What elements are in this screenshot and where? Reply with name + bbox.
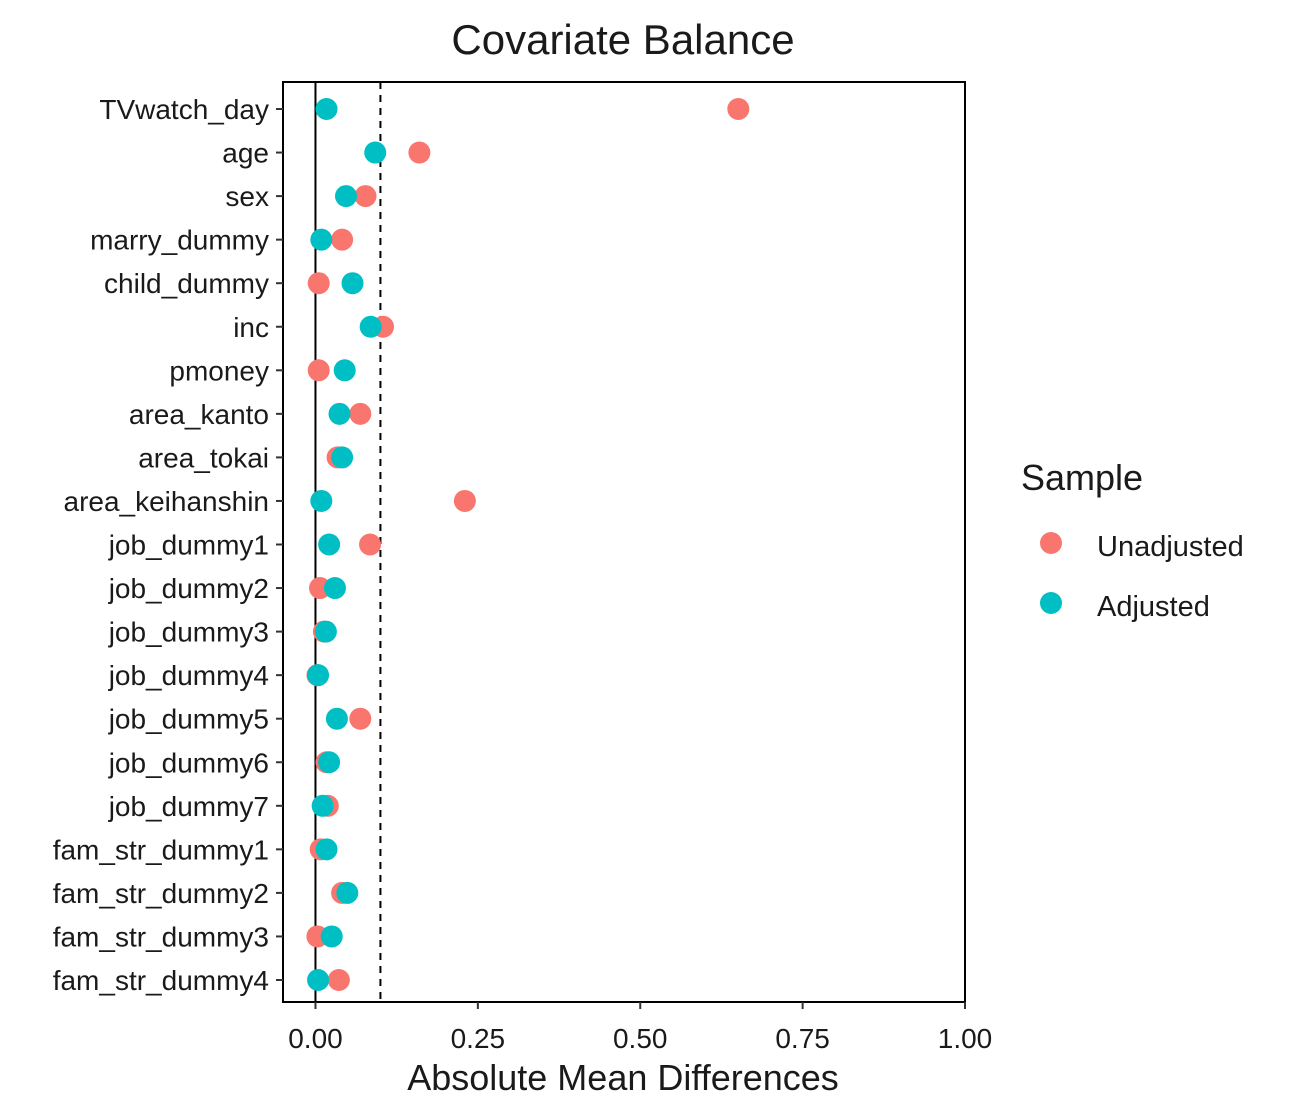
point-unadjusted-child_dummy <box>307 272 330 295</box>
y-tick-label: fam_str_dummy3 <box>53 921 269 952</box>
point-adjusted-sex <box>335 185 358 208</box>
point-adjusted-job_dummy5 <box>325 707 348 730</box>
point-adjusted-area_tokai <box>331 446 354 469</box>
y-tick-label: job_dummy7 <box>108 791 269 822</box>
y-tick-label: area_keihanshin <box>64 486 270 517</box>
point-unadjusted-fam_str_dummy4 <box>327 969 350 991</box>
point-adjusted-marry_dummy <box>310 228 333 251</box>
y-tick-label: job_dummy3 <box>108 617 269 648</box>
y-tick-label: area_tokai <box>138 442 269 473</box>
y-tick-label: area_kanto <box>129 399 269 430</box>
point-unadjusted-area_kanto <box>349 402 372 425</box>
y-tick-label: marry_dummy <box>90 225 269 256</box>
point-adjusted-TVwatch_day <box>315 98 338 120</box>
y-tick-label: child_dummy <box>104 268 269 299</box>
point-adjusted-job_dummy1 <box>318 533 341 556</box>
x-axis-ticks: 0.00 0.25 0.50 0.75 1.00 <box>288 1002 992 1054</box>
legend-label-adjusted: Adjusted <box>1097 591 1210 623</box>
y-tick-label: fam_str_dummy1 <box>53 834 269 865</box>
x-tick-label: 1.00 <box>938 1023 993 1054</box>
point-unadjusted-age <box>408 141 431 164</box>
point-adjusted-inc <box>359 315 382 338</box>
point-adjusted-fam_str_dummy2 <box>336 881 359 904</box>
point-adjusted-pmoney <box>333 359 356 382</box>
point-adjusted-job_dummy7 <box>311 794 334 817</box>
point-unadjusted-pmoney <box>307 359 330 382</box>
point-adjusted-job_dummy2 <box>323 577 346 600</box>
point-unadjusted-TVwatch_day <box>727 98 750 120</box>
point-unadjusted-job_dummy1 <box>359 533 382 556</box>
point-unadjusted-job_dummy5 <box>349 707 372 730</box>
x-tick-label: 0.50 <box>613 1023 668 1054</box>
legend: Sample Unadjusted Adjusted <box>1021 457 1244 623</box>
chart-marks <box>306 82 750 1002</box>
point-adjusted-job_dummy6 <box>318 751 341 774</box>
point-adjusted-child_dummy <box>341 272 364 295</box>
legend-marker-adjusted <box>1040 592 1062 614</box>
y-tick-label: sex <box>225 181 269 212</box>
legend-marker-unadjusted <box>1040 532 1062 554</box>
y-tick-label: fam_str_dummy4 <box>53 965 269 996</box>
legend-label-unadjusted: Unadjusted <box>1097 531 1244 563</box>
point-unadjusted-sex <box>354 185 377 208</box>
y-tick-label: inc <box>233 312 269 343</box>
x-tick-label: 0.00 <box>288 1023 343 1054</box>
point-adjusted-area_keihanshin <box>310 489 333 512</box>
legend-title: Sample <box>1021 457 1143 498</box>
plot-panel <box>282 81 966 1003</box>
y-tick-label: age <box>222 138 269 169</box>
point-adjusted-fam_str_dummy3 <box>320 925 343 948</box>
chart-title: Covariate Balance <box>451 16 794 63</box>
x-tick-label: 0.75 <box>775 1023 830 1054</box>
point-adjusted-fam_str_dummy4 <box>307 969 330 991</box>
y-tick-label: job_dummy5 <box>108 704 269 735</box>
y-tick-label: job_dummy2 <box>108 573 269 604</box>
y-tick-label: job_dummy1 <box>108 530 269 561</box>
point-adjusted-age <box>364 141 387 164</box>
point-unadjusted-marry_dummy <box>331 228 354 251</box>
y-tick-label: fam_str_dummy2 <box>53 878 269 909</box>
y-tick-label: pmoney <box>169 355 269 386</box>
y-tick-label: job_dummy4 <box>108 660 269 691</box>
point-unadjusted-area_keihanshin <box>453 489 476 512</box>
x-axis-label: Absolute Mean Differences <box>407 1057 839 1098</box>
point-adjusted-area_kanto <box>328 402 351 425</box>
y-tick-label: TVwatch_day <box>99 94 269 125</box>
point-adjusted-job_dummy3 <box>314 620 337 643</box>
point-adjusted-fam_str_dummy1 <box>315 838 338 861</box>
x-tick-label: 0.25 <box>451 1023 506 1054</box>
y-tick-label: job_dummy6 <box>108 747 269 778</box>
point-adjusted-job_dummy4 <box>307 664 330 687</box>
